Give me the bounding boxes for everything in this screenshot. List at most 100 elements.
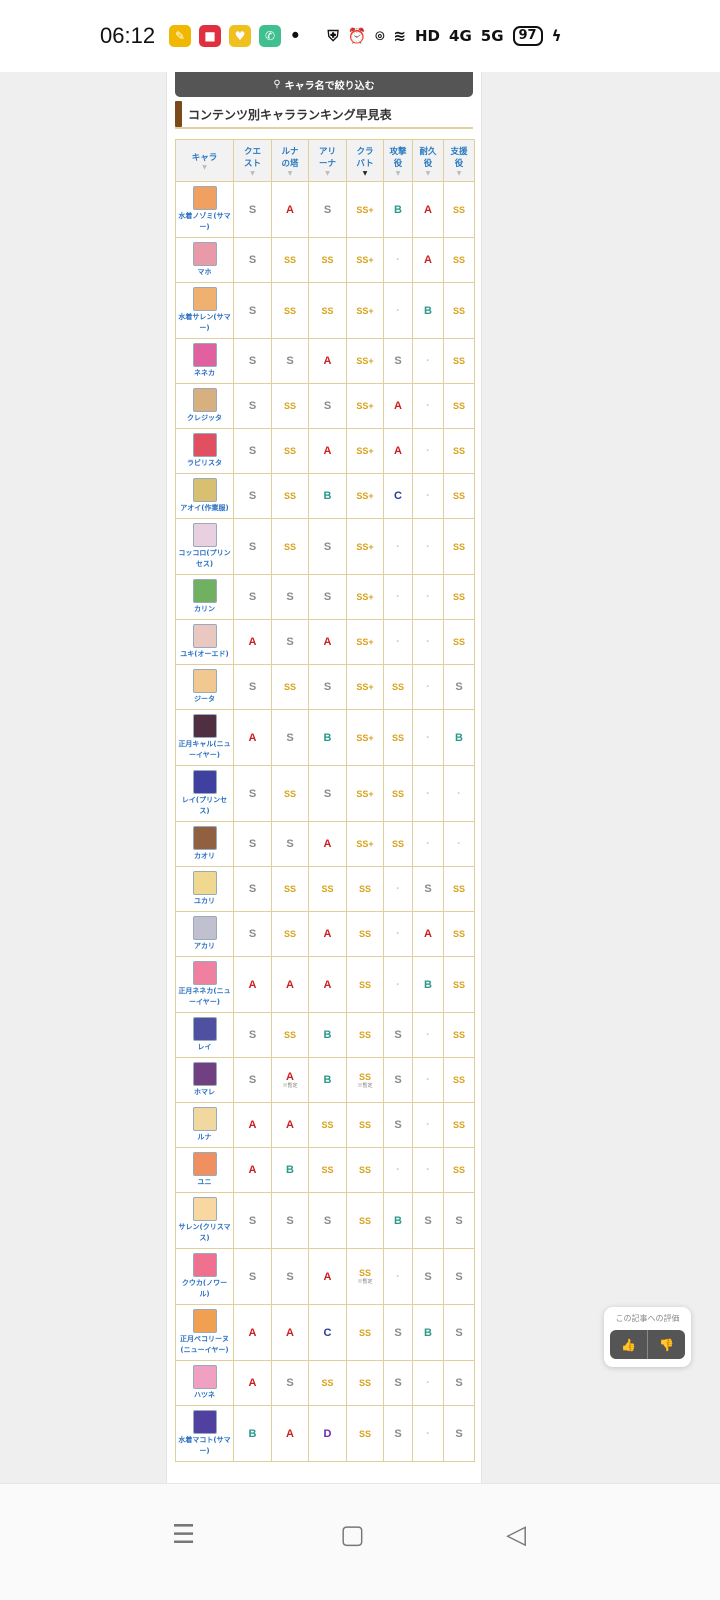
character-cell[interactable]: アオイ(作業服) [175, 473, 234, 519]
column-header[interactable]: アリーナ ▼ [308, 139, 347, 182]
character-cell[interactable]: ハツネ [175, 1360, 234, 1406]
character-cell[interactable]: 水着サレン(サマー) [175, 282, 234, 339]
character-cell[interactable]: ルナ [175, 1102, 234, 1148]
character-avatar[interactable] [192, 1107, 217, 1131]
column-header[interactable]: 支援役 ▼ [443, 139, 475, 182]
grade-cell: S [233, 1057, 272, 1103]
character-cell[interactable]: マホ [175, 237, 234, 283]
character-name-link[interactable]: マホ [197, 268, 212, 276]
character-avatar[interactable] [192, 186, 217, 210]
character-avatar[interactable] [192, 871, 217, 895]
character-name-link[interactable]: ホマレ [194, 1088, 215, 1096]
character-avatar[interactable] [192, 343, 217, 367]
character-cell[interactable]: ネネカ [175, 338, 234, 384]
character-avatar[interactable] [192, 826, 217, 850]
character-name-link[interactable]: クレジッタ [187, 414, 222, 422]
character-name-link[interactable]: カリン [194, 605, 215, 613]
character-cell[interactable]: レイ [175, 1012, 234, 1058]
grade-s: S [248, 254, 257, 266]
character-cell[interactable]: ジータ [175, 664, 234, 710]
character-avatar[interactable] [192, 770, 217, 794]
grade-b: B [323, 1074, 332, 1086]
thumbs-down-icon[interactable]: 👎 [647, 1330, 685, 1359]
character-cell[interactable]: ユカリ [175, 866, 234, 912]
character-name-link[interactable]: ルナ [197, 1133, 212, 1141]
character-name-link[interactable]: クウカ(ノワール) [181, 1279, 228, 1298]
grade-cell: SS+ [346, 428, 384, 474]
character-cell[interactable]: ラビリスタ [175, 428, 234, 474]
character-cell[interactable]: コッコロ(プリンセス) [175, 518, 234, 575]
character-name-link[interactable]: 正月ペコリーヌ(ニューイヤー) [180, 1335, 229, 1354]
character-name-link[interactable]: 正月キャル(ニューイヤー) [178, 740, 231, 759]
character-name-link[interactable]: ジータ [194, 695, 215, 703]
column-header[interactable]: ルナの塔 ▼ [271, 139, 309, 182]
character-cell[interactable]: ユキ(オーエド) [175, 619, 234, 665]
character-cell[interactable]: 水着ノゾミ(サマー) [175, 181, 234, 238]
filter-by-name-button[interactable]: ⚲ キャラ名で絞り込む [175, 72, 473, 97]
character-name-link[interactable]: 水着ノゾミ(サマー) [178, 212, 231, 231]
column-header[interactable]: 耐久役 ▼ [412, 139, 444, 182]
character-avatar[interactable] [192, 523, 217, 547]
menu-icon[interactable]: ☰ [172, 1520, 196, 1550]
column-header[interactable]: キャラ ▼ [175, 139, 234, 182]
character-avatar[interactable] [192, 1062, 217, 1086]
home-icon[interactable]: ▢ [340, 1520, 365, 1550]
character-name-link[interactable]: コッコロ(プリンセス) [178, 549, 231, 568]
character-avatar[interactable] [192, 287, 217, 311]
character-avatar[interactable] [192, 433, 217, 457]
character-name-link[interactable]: 水着サレン(サマー) [178, 313, 231, 332]
character-name-link[interactable]: レイ(プリンセス) [181, 796, 228, 815]
character-name-link[interactable]: ユキ(オーエド) [180, 650, 229, 658]
character-avatar[interactable] [192, 1309, 217, 1333]
character-avatar[interactable] [192, 388, 217, 412]
thumbs-up-icon[interactable]: 👍 [621, 1337, 636, 1352]
character-cell[interactable]: ホマレ [175, 1057, 234, 1103]
column-header[interactable]: クラバト ▼ [346, 139, 384, 182]
column-header[interactable]: 攻撃役 ▼ [383, 139, 413, 182]
character-avatar[interactable] [192, 669, 217, 693]
character-cell[interactable]: 正月ペコリーヌ(ニューイヤー) [175, 1304, 234, 1361]
character-name-link[interactable]: カオリ [194, 852, 215, 860]
character-cell[interactable]: カリン [175, 574, 234, 620]
character-name-link[interactable]: 水着マコト(サマー) [178, 1436, 231, 1455]
character-name-link[interactable]: レイ [197, 1043, 212, 1051]
character-avatar[interactable] [192, 1365, 217, 1389]
character-avatar[interactable] [192, 1197, 217, 1221]
character-name-link[interactable]: ラビリスタ [187, 459, 222, 467]
character-avatar[interactable] [192, 1152, 217, 1176]
character-cell[interactable]: アカリ [175, 911, 234, 957]
character-avatar[interactable] [192, 624, 217, 648]
character-cell[interactable]: 正月キャル(ニューイヤー) [175, 709, 234, 766]
grade-a: A [286, 978, 294, 991]
character-name-link[interactable]: アカリ [194, 942, 215, 950]
character-cell[interactable]: レイ(プリンセス) [175, 765, 234, 822]
character-name-link[interactable]: 正月ネネカ(ニューイヤー) [178, 987, 231, 1006]
character-cell[interactable]: クウカ(ノワール) [175, 1248, 234, 1305]
character-avatar[interactable] [192, 242, 217, 266]
character-name-link[interactable]: ユニ [197, 1178, 212, 1186]
column-header[interactable]: クエスト ▼ [233, 139, 272, 182]
character-avatar[interactable] [192, 714, 217, 738]
table-row: コッコロ(プリンセス) S SS S SS+ · · SS [175, 518, 475, 575]
character-cell[interactable]: ユニ [175, 1147, 234, 1193]
character-cell[interactable]: クレジッタ [175, 383, 234, 429]
character-name-link[interactable]: ハツネ [194, 1391, 215, 1399]
character-name-link[interactable]: サレン(クリスマス) [178, 1223, 231, 1242]
grade-cell: SS [308, 1360, 347, 1406]
character-cell[interactable]: 正月ネネカ(ニューイヤー) [175, 956, 234, 1013]
character-cell[interactable]: サレン(クリスマス) [175, 1192, 234, 1249]
character-avatar[interactable] [192, 1253, 217, 1277]
back-icon[interactable]: ◁ [506, 1520, 526, 1550]
grade-cell: S [271, 709, 309, 766]
character-avatar[interactable] [192, 579, 217, 603]
character-avatar[interactable] [192, 1017, 217, 1041]
character-name-link[interactable]: アオイ(作業服) [180, 504, 229, 512]
character-cell[interactable]: カオリ [175, 821, 234, 867]
character-cell[interactable]: 水着マコト(サマー) [175, 1405, 234, 1462]
character-avatar[interactable] [192, 961, 217, 985]
character-name-link[interactable]: ユカリ [194, 897, 215, 905]
character-avatar[interactable] [192, 478, 217, 502]
character-avatar[interactable] [192, 916, 217, 940]
character-name-link[interactable]: ネネカ [194, 369, 215, 377]
character-avatar[interactable] [192, 1410, 217, 1434]
